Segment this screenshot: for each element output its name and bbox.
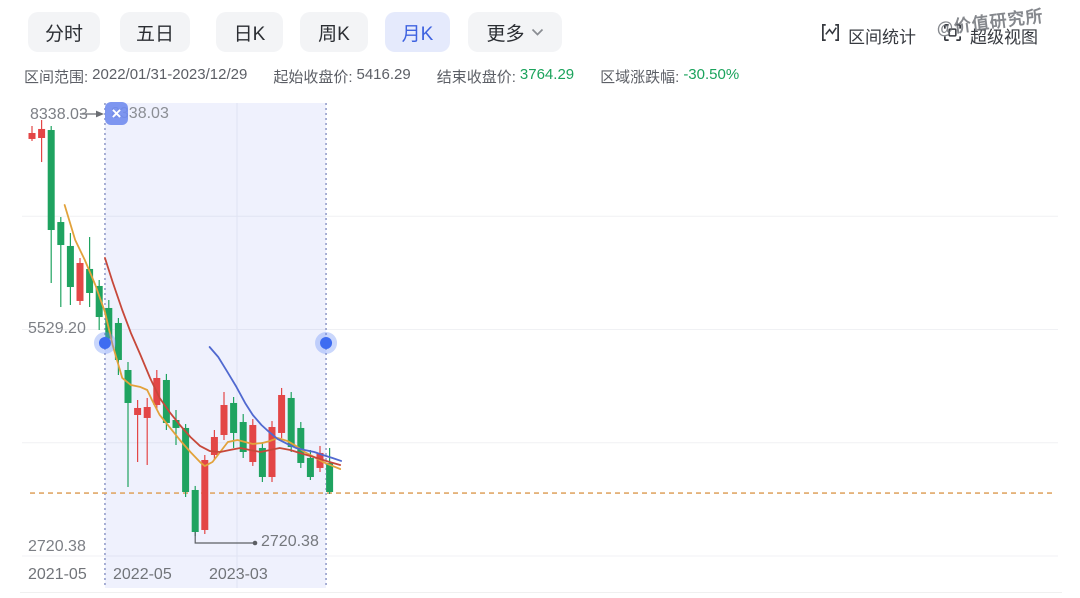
candle-body-down [57, 222, 65, 246]
selection-handle[interactable] [320, 336, 333, 349]
range-stats-icon [820, 22, 841, 48]
stat-range-label: 区间范围: [24, 69, 89, 86]
y-axis-label-min: 2720.38 [28, 538, 86, 555]
selection-region[interactable] [104, 103, 327, 588]
region-min-callout-value: 2720.38 [261, 533, 319, 550]
stat-end-close-value: 3764.29 [519, 66, 575, 83]
super-view-icon [942, 22, 963, 48]
super-view-label: 超级视图 [970, 27, 1038, 47]
stat-range: 区间范围: 2022/01/31-2023/12/29 [24, 66, 247, 87]
range-statistics-label: 区间统计 [848, 27, 916, 47]
candle-body-down [297, 427, 305, 463]
candle-body-down [172, 419, 180, 428]
candle-body-down [230, 402, 238, 433]
chart-toolbar-right: 区间统计 超级视图 [820, 22, 1038, 48]
candle-body-down [105, 307, 113, 339]
tab-5day[interactable]: 五日 [120, 12, 190, 52]
close-selection-button[interactable]: × [105, 102, 128, 125]
candle-body-down [47, 130, 55, 231]
stat-change: 区域涨跌幅: -30.50% [600, 66, 739, 87]
candle-body-down [124, 369, 132, 403]
stat-change-value: -30.50% [683, 66, 740, 83]
candle-body-down [182, 427, 190, 493]
stat-end-close-label: 结束收盘价: [436, 69, 516, 86]
stat-end-close: 结束收盘价: 3764.29 [437, 66, 574, 87]
tab-timeshare[interactable]: 分时 [28, 12, 100, 52]
selection-handle[interactable] [98, 336, 111, 349]
candle-body-down [287, 397, 295, 448]
x-axis-label: 2023-03 [209, 566, 268, 583]
super-view-button[interactable]: 超级视图 [942, 22, 1038, 48]
candle-body-up [201, 459, 209, 530]
candle-body-down [326, 462, 334, 493]
x-axis-label: 2021-05 [28, 566, 87, 583]
chevron-down-icon [531, 28, 544, 37]
stat-start-close-label: 起始收盘价: [273, 69, 353, 86]
ma-line-red [104, 257, 342, 466]
candle-body-down [95, 285, 103, 318]
candle-body-down [162, 379, 170, 423]
max-callout-arrow [96, 110, 104, 118]
candle-body-up [76, 262, 84, 301]
min-callout-line [194, 532, 255, 544]
candle-body-down [258, 447, 266, 478]
ma-line-blue [208, 346, 343, 462]
candle-body-down [114, 322, 122, 360]
candle-body-up [278, 394, 286, 433]
candle-body-down [66, 245, 74, 288]
range-statistics-button[interactable]: 区间统计 [820, 22, 916, 48]
tab-more[interactable]: 更多 [468, 12, 562, 52]
candle-body-down [191, 489, 199, 533]
stat-start-close: 起始收盘价: 5416.29 [273, 66, 410, 87]
tab-more-label: 更多 [486, 23, 525, 45]
candle-body-up [220, 404, 228, 435]
candle-body-down [306, 457, 314, 478]
stat-start-close-value: 5416.29 [356, 66, 411, 83]
ma-line-orange [63, 204, 342, 470]
candle-body-up [134, 407, 142, 415]
y-axis-label-mid: 5529.20 [28, 320, 86, 337]
candle-body-up [28, 133, 36, 139]
candle-body-up [268, 427, 276, 478]
x-axis-label: 2022-05 [113, 566, 172, 583]
stat-range-value: 2022/01/31-2023/12/29 [92, 66, 248, 83]
interval-stats-bar: 区间范围: 2022/01/31-2023/12/29 起始收盘价: 5416.… [24, 66, 739, 87]
bottom-divider [20, 592, 1062, 593]
stat-change-label: 区域涨跌幅: [600, 69, 680, 86]
candle-body-up [143, 407, 151, 418]
candle-body-up [38, 128, 46, 138]
candle-body-down [86, 268, 94, 293]
candle-body-down [239, 422, 247, 453]
candle-body-up [210, 437, 218, 455]
min-callout-dot [252, 540, 258, 546]
y-axis-label-max: 8338.03 [30, 106, 88, 123]
tab-daily-k[interactable]: 日K [216, 12, 283, 52]
tab-weekly-k[interactable]: 周K [300, 12, 368, 52]
tab-monthly-k[interactable]: 月K [385, 12, 450, 52]
